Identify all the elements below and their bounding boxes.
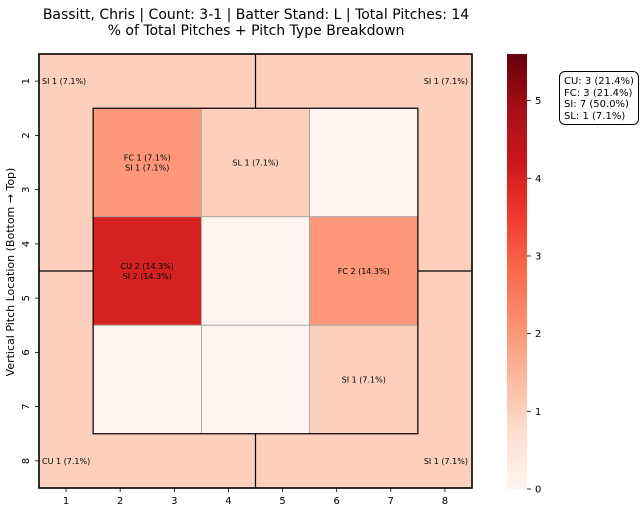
zone-cell-r2c0 xyxy=(92,324,202,435)
colorbar xyxy=(507,54,527,489)
x-tick-label: 4 xyxy=(225,496,231,507)
zone-dividers xyxy=(38,53,473,489)
colorbar-tick-label: 4 xyxy=(535,174,541,185)
y-axis-ticks: 1 2 3 4 5 6 7 8 xyxy=(21,78,39,464)
cell-labels: SI 1 (7.1%) SI 1 (7.1%) CU 1 (7.1%) SI 1 (7… xyxy=(42,77,468,466)
outer-zone-label: SI 1 (7.1%) xyxy=(424,457,468,466)
zone-cell-label: FC 2 (14.3%) xyxy=(338,267,390,276)
colorbar-ticks: 0 1 2 3 4 5 xyxy=(527,96,541,496)
outer-zone-label: CU 1 (7.1%) xyxy=(42,457,90,466)
zone-cell-label: FC 1 (7.1%) xyxy=(124,154,171,163)
zone-cell-label: SI 2 (14.3%) xyxy=(123,272,172,281)
y-tick-label: 7 xyxy=(21,403,32,409)
x-tick-label: 7 xyxy=(388,496,394,507)
y-tick-label: 2 xyxy=(21,132,32,138)
x-tick-label: 2 xyxy=(117,496,123,507)
plot-border xyxy=(38,53,473,489)
colorbar-tick-label: 3 xyxy=(535,251,541,262)
outer-zone-label: SI 1 (7.1%) xyxy=(424,77,468,86)
zone-cell-label: SL 1 (7.1%) xyxy=(232,159,278,168)
x-tick-label: 6 xyxy=(334,496,340,507)
summary-line: CU: 3 (21.4%) xyxy=(564,76,634,87)
y-tick-label: 1 xyxy=(21,78,32,84)
zone-cell-r2c1 xyxy=(200,324,311,435)
zone-cell-r1c0 xyxy=(92,216,202,326)
x-tick-label: 5 xyxy=(279,496,285,507)
x-axis-ticks: 1 2 3 4 5 6 7 8 xyxy=(63,488,448,507)
zone-cell-r0c2 xyxy=(309,107,419,218)
x-tick-label: 1 xyxy=(63,496,69,507)
y-tick-label: 4 xyxy=(21,241,32,247)
y-tick-label: 3 xyxy=(21,186,32,192)
y-tick-label: 5 xyxy=(21,295,32,301)
x-tick-label: 3 xyxy=(171,496,177,507)
colorbar-tick-label: 2 xyxy=(535,329,541,340)
zone-cell-label: SI 1 (7.1%) xyxy=(342,376,386,385)
chart-title-line1: Bassitt, Chris | Count: 3-1 | Batter Sta… xyxy=(43,7,469,23)
y-tick-label: 6 xyxy=(21,349,32,355)
zone-cell-label: SI 1 (7.1%) xyxy=(125,164,169,173)
y-tick-label: 8 xyxy=(21,458,32,464)
zone-cell-r2c2 xyxy=(309,324,419,435)
inner-zone-cells xyxy=(92,107,419,435)
summary-line: FC: 3 (21.4%) xyxy=(564,87,633,99)
summary-line: SL: 1 (7.1%) xyxy=(564,110,626,122)
zone-cell-r0c0 xyxy=(92,107,202,218)
colorbar-tick-label: 1 xyxy=(535,407,541,418)
zone-cell-label: CU 2 (14.3%) xyxy=(121,262,174,271)
outer-zone-label: SI 1 (7.1%) xyxy=(42,77,86,86)
summary-line: SI: 7 (50.0%) xyxy=(564,99,629,110)
colorbar-tick-label: 0 xyxy=(535,485,541,496)
x-tick-label: 8 xyxy=(442,496,448,507)
chart-title-line2: % of Total Pitches + Pitch Type Breakdow… xyxy=(108,23,405,39)
colorbar-tick-label: 5 xyxy=(535,96,541,107)
zone-cell-r1c1 xyxy=(200,216,311,326)
y-axis-label: Vertical Pitch Location (Bottom → Top) xyxy=(4,168,17,377)
zone-cell-r0c1 xyxy=(200,107,311,218)
pitch-summary-box: CU: 3 (21.4%) FC: 3 (21.4%) SI: 7 (50.0%… xyxy=(559,71,639,125)
